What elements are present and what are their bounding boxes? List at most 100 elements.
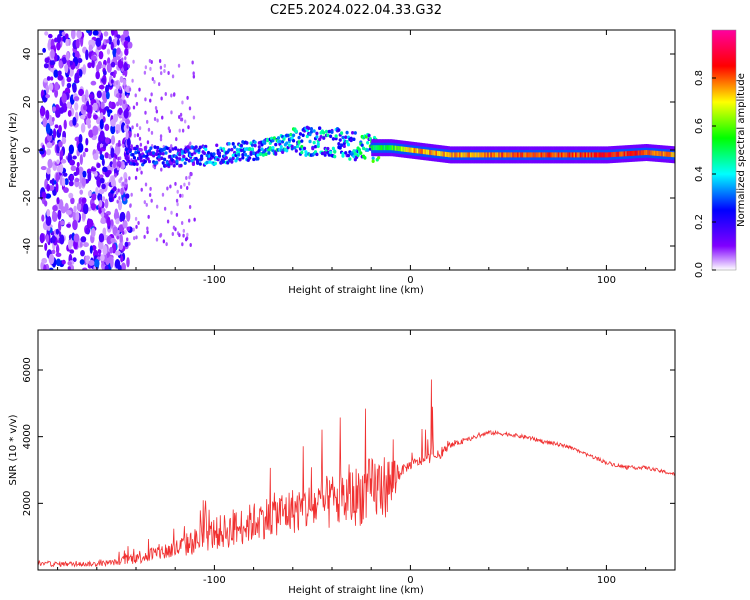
spectrogram-point [100, 216, 106, 224]
spectrogram-point [70, 197, 75, 205]
spectrogram-point [237, 153, 241, 157]
snr-background [38, 330, 675, 570]
spectrogram-point [670, 152, 673, 158]
spectrogram-point [126, 124, 129, 129]
spectrogram-point [47, 158, 53, 169]
spectrogram-point [324, 129, 329, 134]
spectrogram-point [586, 152, 588, 158]
spectrogram-point [170, 110, 173, 115]
spectrogram-point [85, 137, 89, 146]
y-tick-label: 2000 [22, 491, 33, 516]
spectrogram-point [97, 60, 103, 70]
spectrogram-point [132, 59, 135, 64]
spectrogram-point [142, 154, 146, 158]
spectrogram-point [188, 205, 192, 210]
spectrogram-point [323, 153, 327, 157]
spectrogram-point [98, 50, 104, 60]
spectrogram-point [189, 141, 192, 146]
spectrogram-point [45, 193, 52, 199]
spectrogram-point [120, 255, 124, 263]
spectrogram-point [106, 216, 111, 227]
spectrogram-point [123, 30, 129, 38]
spectrogram-point [40, 166, 47, 171]
spectrogram-point [68, 180, 74, 187]
spectrogram-point [104, 137, 110, 144]
spectrogram-point [250, 147, 255, 151]
spectrogram-point [123, 109, 129, 119]
spectrogram-point [267, 151, 271, 155]
spectrogram-point [41, 214, 45, 222]
spectrogram-y-label: Frequency (Hz) [8, 112, 19, 188]
spectrogram-point [215, 143, 219, 148]
spectrogram-point [72, 116, 77, 126]
spectrogram-point [164, 151, 168, 155]
spectrogram-point [153, 145, 157, 149]
spectrogram-point [100, 101, 105, 110]
spectrogram-point [66, 223, 71, 228]
snr-y-label: SNR (10 * v/v) [8, 414, 19, 485]
spectrogram-point [631, 150, 634, 156]
spectrogram-point [66, 82, 72, 89]
spectrogram-point [312, 129, 316, 133]
spectrogram-point [146, 119, 149, 124]
spectrogram-point [618, 151, 621, 157]
x-tick-label: -100 [203, 275, 226, 286]
spectrogram-point [79, 241, 83, 248]
spectrogram-point [167, 71, 170, 76]
spectrogram-point [114, 208, 119, 215]
spectrogram-point [183, 119, 187, 124]
spectrogram-point [581, 152, 584, 158]
spectrogram-point [598, 152, 601, 158]
spectrogram-point [408, 147, 411, 153]
spectrogram-point [82, 151, 86, 158]
spectrogram-point [122, 117, 125, 122]
spectrogram-point [418, 148, 421, 154]
spectrogram-point [334, 134, 338, 138]
spectrogram-point [160, 96, 163, 101]
spectrogram-point [377, 155, 381, 160]
spectrogram-point [480, 152, 483, 158]
spectrogram-point [144, 97, 147, 102]
spectrogram-point [67, 261, 72, 266]
spectrogram-point [260, 147, 264, 152]
spectrogram-point [92, 102, 98, 112]
spectrogram-point [372, 145, 375, 151]
spectrogram-point [153, 116, 157, 121]
spectrogram-point [179, 193, 182, 198]
spectrogram-point [65, 38, 69, 47]
spectrogram-point [192, 115, 196, 120]
spectrogram-point [154, 152, 158, 157]
spectrogram-point [39, 233, 45, 244]
spectrogram-point [662, 151, 665, 157]
spectrogram-point [298, 132, 303, 136]
spectrogram-point [628, 151, 631, 157]
spectrogram-point [261, 153, 265, 157]
spectrogram-point [57, 209, 62, 220]
spectrogram-point [252, 157, 256, 162]
spectrogram-point [117, 188, 120, 193]
spectrogram-point [659, 151, 662, 157]
spectrogram-point [83, 242, 89, 248]
spectrogram-point [114, 250, 121, 256]
spectrogram-point [426, 149, 428, 155]
spectrogram-point [106, 62, 112, 73]
spectrogram-point [132, 227, 135, 232]
spectrogram-point [99, 154, 105, 161]
spectrogram-y-axis: -40 -20 0 20 40 [22, 48, 675, 254]
spectrogram-point [46, 167, 51, 175]
spectrogram-point [96, 176, 102, 188]
spectrogram-point [260, 142, 264, 147]
spectrogram-point [66, 76, 72, 83]
spectrogram-point [138, 126, 142, 131]
spectrogram-point [276, 136, 281, 140]
spectrogram-point [59, 163, 64, 174]
colorbar-tick-label: 0.8 [694, 70, 705, 86]
spectrogram-point [165, 146, 169, 151]
spectrogram-point [69, 159, 76, 166]
spectrogram-point [658, 151, 661, 157]
spectrogram-point [152, 153, 156, 158]
spectrogram-x-axis: -100 0 100 [57, 30, 647, 286]
spectrogram-point [122, 71, 125, 76]
spectrogram-point [518, 152, 521, 158]
